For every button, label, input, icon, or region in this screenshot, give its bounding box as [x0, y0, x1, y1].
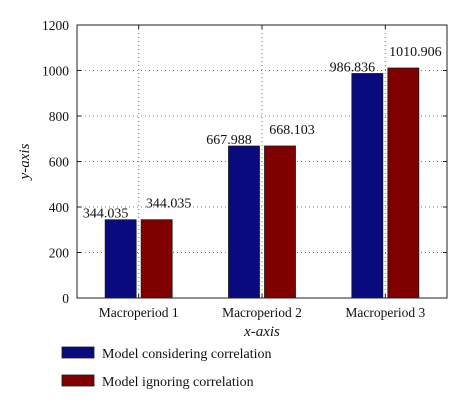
y-tick-label: 200	[49, 246, 70, 261]
bar	[228, 145, 260, 299]
bar	[351, 73, 384, 299]
y-tick-label: 1200	[42, 18, 69, 33]
y-tick-label: 600	[49, 155, 70, 170]
legend: Model considering correlation Model ignor…	[61, 346, 272, 390]
data-labels: 344.035 667.988 986.836 344.035 668.103 1010.…	[83, 45, 442, 222]
y-tick-label: 1000	[42, 64, 69, 79]
bar	[264, 145, 296, 299]
bars	[104, 67, 420, 299]
bar	[387, 67, 420, 299]
axis-ticks: 0 200 400 600 800 1000 1200 Macroperiod 1 Macrop…	[42, 18, 447, 320]
y-tick-label: 400	[49, 200, 70, 215]
data-label: 668.103	[269, 123, 315, 138]
data-label: 344.035	[146, 196, 192, 211]
x-tick-label: Macroperiod 3	[345, 305, 425, 320]
data-label: 667.988	[206, 133, 252, 148]
y-tick-label: 800	[49, 109, 70, 124]
legend-label: Model considering correlation	[102, 347, 272, 362]
x-axis-label: x-axis	[243, 324, 280, 340]
y-tick-label: 0	[62, 291, 69, 306]
legend-label: Model ignoring correlation	[102, 375, 254, 390]
bar	[104, 219, 137, 299]
data-label: 344.035	[83, 207, 129, 222]
data-label: 1010.906	[389, 45, 442, 60]
y-axis-label: y-axis	[17, 143, 33, 181]
x-tick-label: Macroperiod 2	[222, 305, 302, 320]
x-tick-label: Macroperiod 1	[99, 305, 179, 320]
bar	[140, 219, 173, 299]
grid-lines	[77, 25, 447, 298]
data-label: 986.836	[330, 60, 376, 75]
legend-swatch	[61, 374, 95, 387]
legend-swatch	[61, 346, 95, 359]
